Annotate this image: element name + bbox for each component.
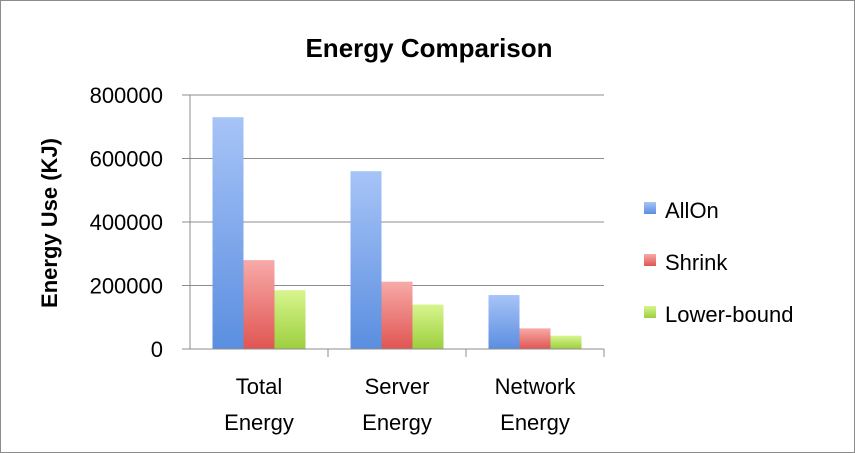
x-category-label: Energy <box>224 410 294 435</box>
bar-lower-bound <box>550 335 582 349</box>
y-tick-label: 800000 <box>90 83 163 108</box>
bar-shrink <box>381 281 413 349</box>
legend-label: Lower-bound <box>665 302 793 327</box>
x-category-label: Energy <box>362 410 432 435</box>
x-category-label: Server <box>365 374 430 399</box>
x-category-label: Total <box>236 374 282 399</box>
x-category-label: Network <box>495 374 577 399</box>
y-tick-label: 200000 <box>90 274 163 299</box>
x-category-label: Energy <box>500 410 570 435</box>
bar-allon <box>212 117 244 349</box>
y-tick-label: 0 <box>151 337 163 362</box>
bar-shrink <box>243 260 275 349</box>
y-tick-label: 600000 <box>90 147 163 172</box>
x-category-labels: Total Energy Server Energy Network Energy <box>224 374 576 435</box>
legend-swatch <box>644 202 656 214</box>
bar-lower-bound <box>412 304 444 349</box>
bar-shrink <box>519 328 551 349</box>
bars <box>212 117 582 349</box>
legend-swatch <box>644 306 656 318</box>
legend-label: Shrink <box>665 250 728 275</box>
y-tick-label: 400000 <box>90 210 163 235</box>
legend: AllOn Shrink Lower-bound <box>644 198 793 327</box>
bar-allon <box>350 171 382 349</box>
legend-label: AllOn <box>665 198 719 223</box>
y-axis-label: Energy Use (KJ) <box>37 138 62 308</box>
chart-title: Energy Comparison <box>305 33 552 63</box>
y-tick-labels: 0 200000 400000 600000 800000 <box>90 83 163 362</box>
bar-lower-bound <box>274 290 306 349</box>
bar-allon <box>488 295 520 349</box>
axes <box>189 95 605 357</box>
legend-swatch <box>644 254 656 266</box>
